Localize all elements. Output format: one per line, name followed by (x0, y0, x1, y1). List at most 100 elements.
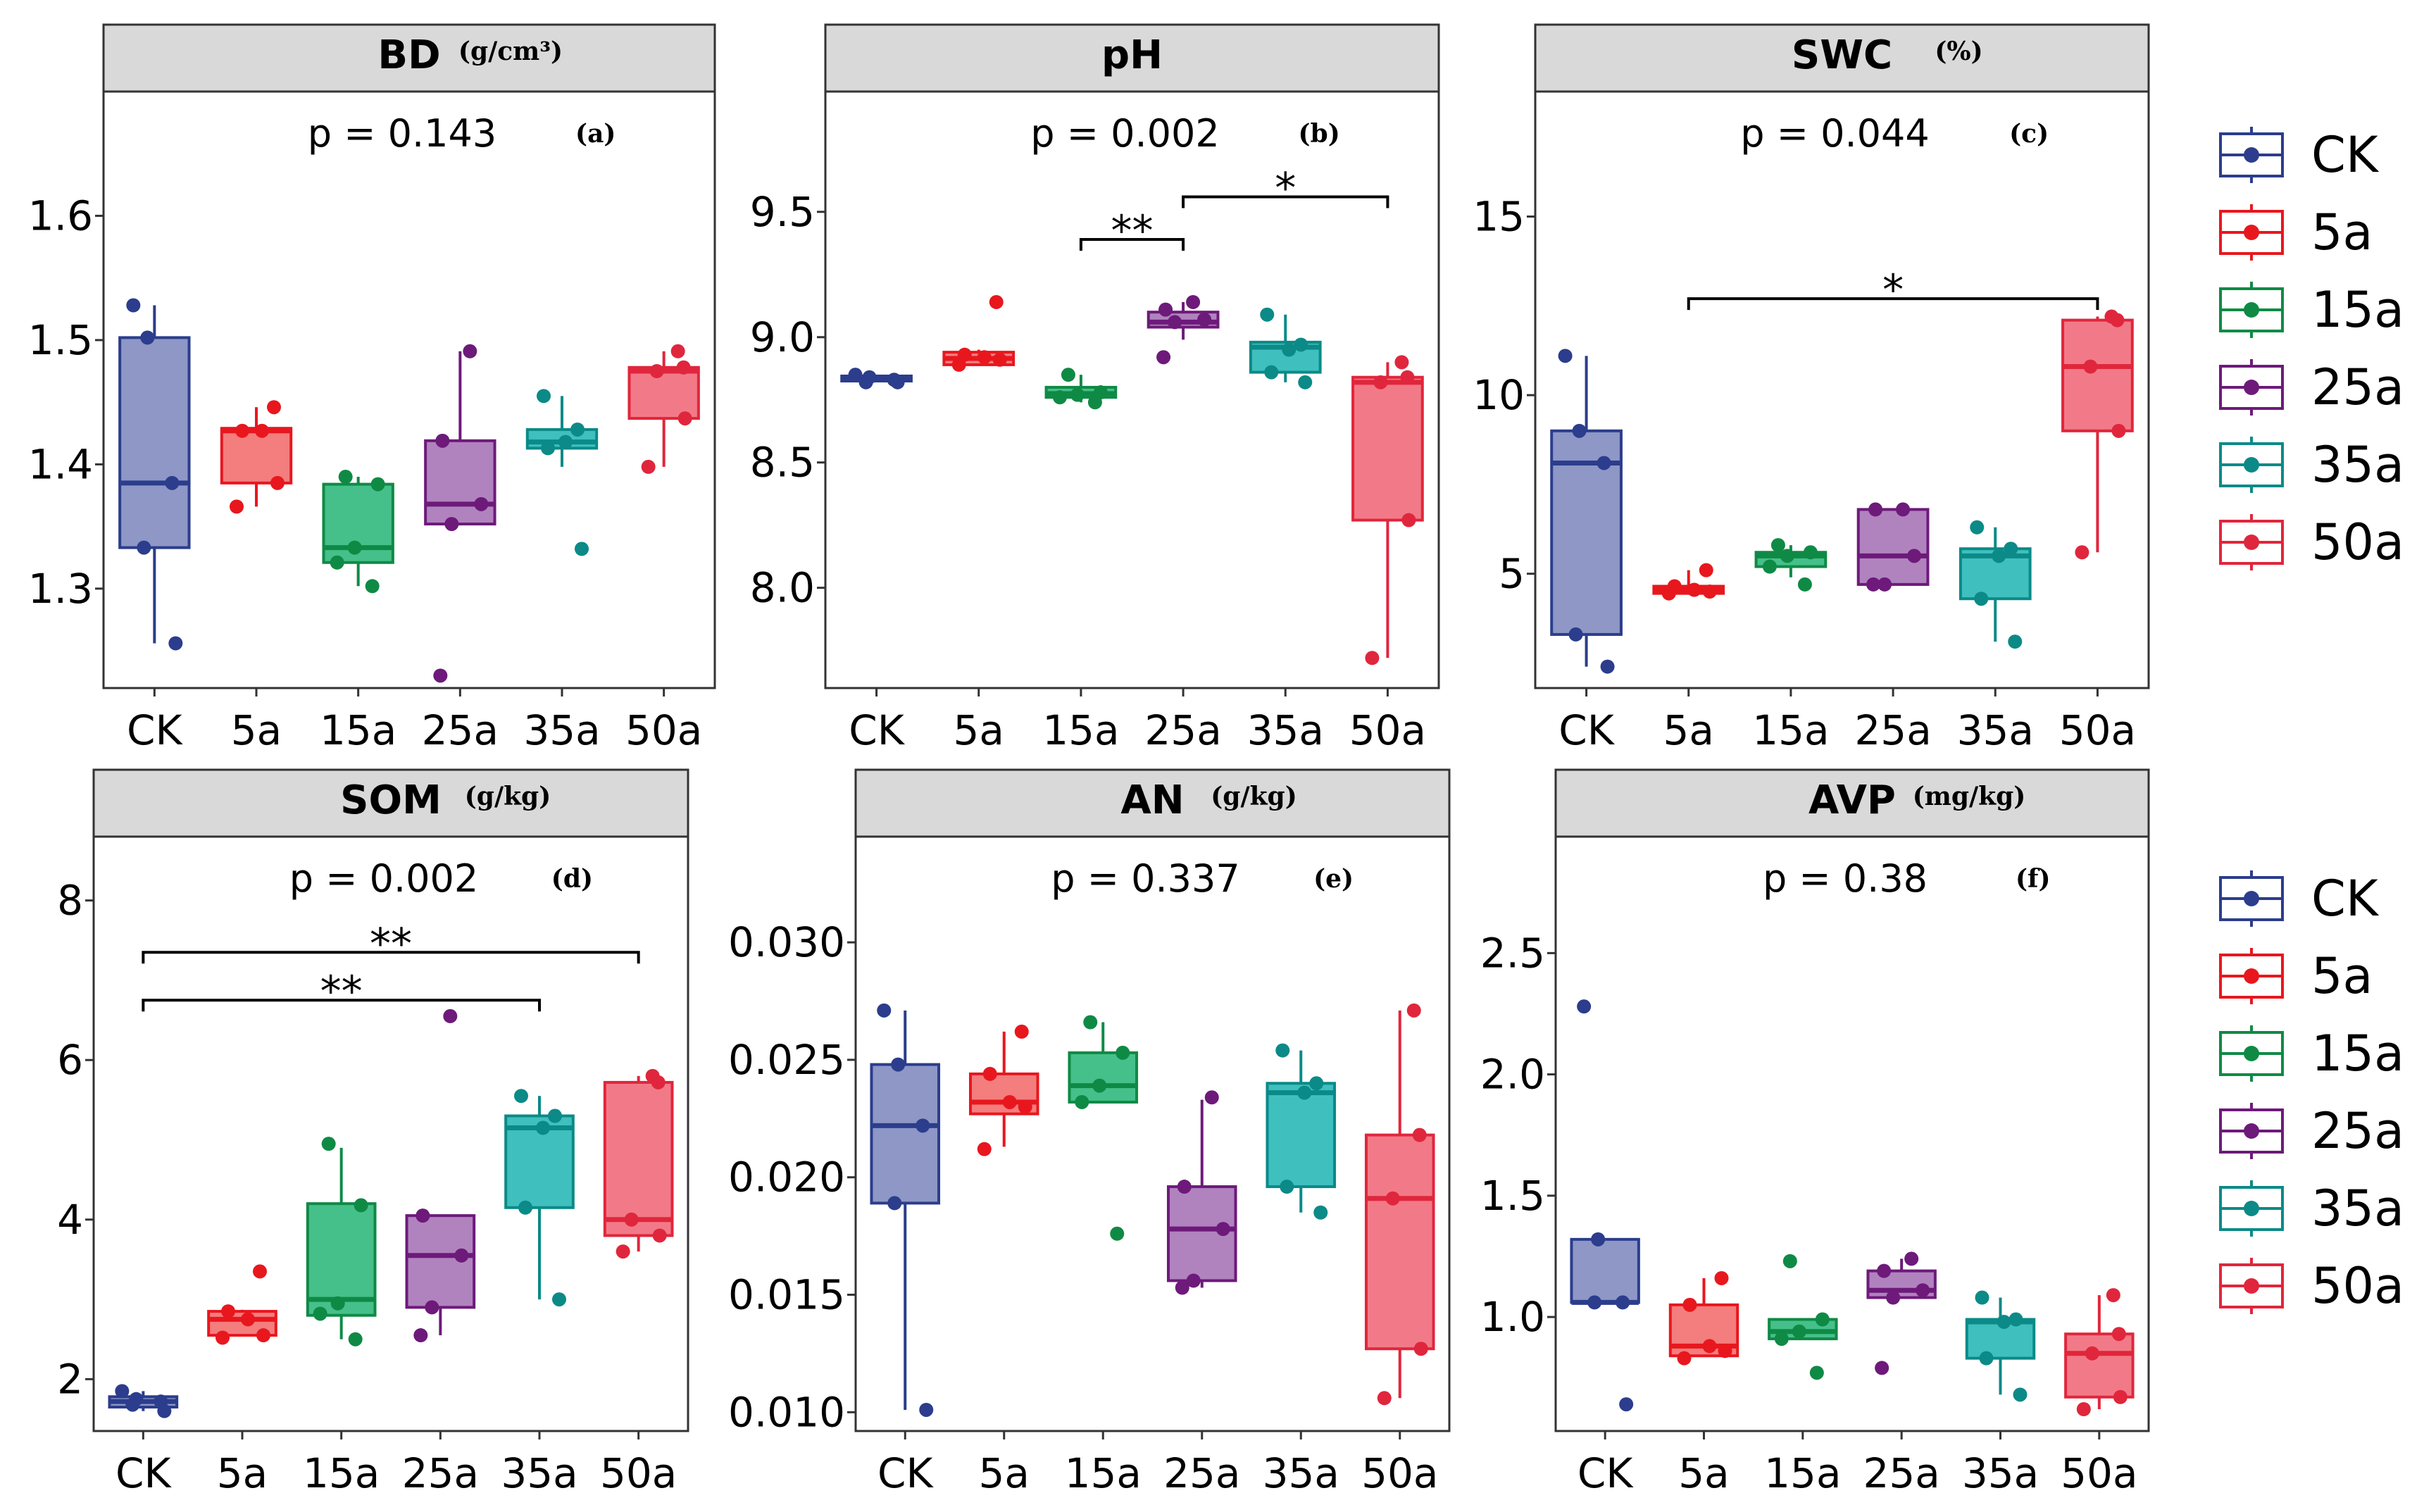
box-iqr (2061, 318, 2134, 432)
data-point (518, 1200, 532, 1215)
data-point (1809, 1366, 1824, 1380)
data-point (652, 1228, 667, 1243)
legend-label: 50a (2311, 513, 2404, 571)
data-point (1294, 337, 1308, 352)
data-point (1877, 1263, 1892, 1278)
legend-dot (2244, 1278, 2259, 1294)
data-point (1313, 1205, 1328, 1220)
data-point (1587, 1295, 1602, 1310)
x-tick-label: 35a (1962, 1449, 2039, 1497)
x-tick-label: 50a (2059, 706, 2136, 754)
legend-label: 35a (2311, 436, 2404, 494)
data-point (1377, 1391, 1392, 1406)
data-point (570, 422, 585, 437)
data-point (1373, 375, 1388, 389)
legends: CK 5a 15a 25a 35a 50a CK 5a 15a 25a 35a 50a (2219, 126, 2404, 1315)
legend-dot (2244, 380, 2259, 395)
data-point (126, 298, 141, 313)
plot-area (1534, 90, 2150, 689)
box-15a (1068, 1015, 1139, 1241)
data-point (348, 1332, 363, 1347)
x-tick-label: CK (115, 1449, 172, 1497)
data-point (1780, 549, 1794, 563)
bracket-line (1687, 297, 2099, 311)
panel-tag: (d) (551, 864, 593, 894)
strip-header (102, 23, 716, 93)
data-point (2083, 359, 2098, 374)
data-point (649, 364, 664, 379)
data-point (1904, 1251, 1919, 1266)
legend-entry-CK: CK (2219, 126, 2380, 184)
data-point (1815, 1312, 1830, 1327)
data-point (1014, 1024, 1029, 1039)
box-CK (840, 368, 913, 389)
y-tick-label: 2 (57, 1355, 83, 1403)
data-point (1907, 549, 1922, 563)
data-point (1677, 1351, 1692, 1366)
data-point (463, 344, 477, 358)
box-35a (1958, 520, 2032, 649)
data-point (1061, 368, 1075, 382)
significance-bracket: ** (1079, 206, 1185, 256)
data-point (992, 352, 1007, 367)
box-CK (1550, 349, 1623, 674)
data-point (1175, 1280, 1189, 1295)
data-point (1702, 585, 1717, 599)
data-point (1792, 1324, 1806, 1339)
data-point (2113, 1389, 2128, 1404)
box-35a (525, 389, 599, 556)
y-tick-label: 1.4 (28, 440, 93, 488)
data-point (977, 350, 992, 365)
legend-label: 25a (2311, 1102, 2404, 1160)
box-iqr (1570, 1237, 1640, 1304)
panel-title: AVP (1808, 777, 1896, 823)
data-point (1216, 1222, 1230, 1237)
legend-dot (2244, 968, 2259, 984)
y-tick-label: 8.0 (750, 564, 815, 612)
legend-dot (2244, 891, 2259, 906)
box-35a (1965, 1290, 2036, 1402)
data-point (1260, 307, 1275, 322)
data-point (989, 294, 1004, 309)
x-tick-label: 15a (320, 706, 396, 754)
data-point (444, 517, 459, 532)
data-point (575, 542, 589, 556)
box-35a (504, 1089, 575, 1307)
legend-entry-15a: 15a (2219, 1025, 2404, 1082)
data-point (256, 1328, 270, 1343)
p-value: p = 0.044 (1740, 111, 1929, 156)
box-CK (870, 1003, 941, 1417)
legend-dot (2244, 1123, 2259, 1139)
data-point (1974, 592, 1989, 606)
box-35a (1266, 1043, 1337, 1220)
data-point (1782, 1254, 1797, 1268)
data-point (1992, 549, 2006, 563)
data-point (1868, 502, 1883, 517)
box-iqr (1166, 1185, 1237, 1282)
data-point (313, 1306, 327, 1321)
significance-bracket: ** (142, 919, 640, 968)
x-tick-label: CK (127, 706, 183, 754)
data-point (365, 579, 380, 594)
data-point (330, 555, 344, 570)
x-tick-label: 50a (600, 1449, 677, 1497)
data-point (1083, 1015, 1098, 1030)
legend-dot (2244, 147, 2259, 163)
data-point (1018, 1099, 1032, 1114)
data-point (1616, 1295, 1630, 1310)
box-iqr (2064, 1332, 2135, 1399)
data-point (2075, 545, 2089, 560)
data-point (1597, 456, 1611, 470)
box-50a (627, 344, 700, 474)
data-point (1309, 1076, 1324, 1091)
data-point (1699, 563, 1713, 577)
box-iqr (306, 1202, 377, 1317)
data-point (2085, 1346, 2099, 1361)
data-point (1110, 1226, 1125, 1241)
box-5a (207, 1264, 277, 1345)
p-value: p = 0.337 (1051, 856, 1239, 901)
data-point (474, 496, 489, 511)
data-point (1878, 577, 1892, 592)
box-CK (118, 298, 191, 651)
